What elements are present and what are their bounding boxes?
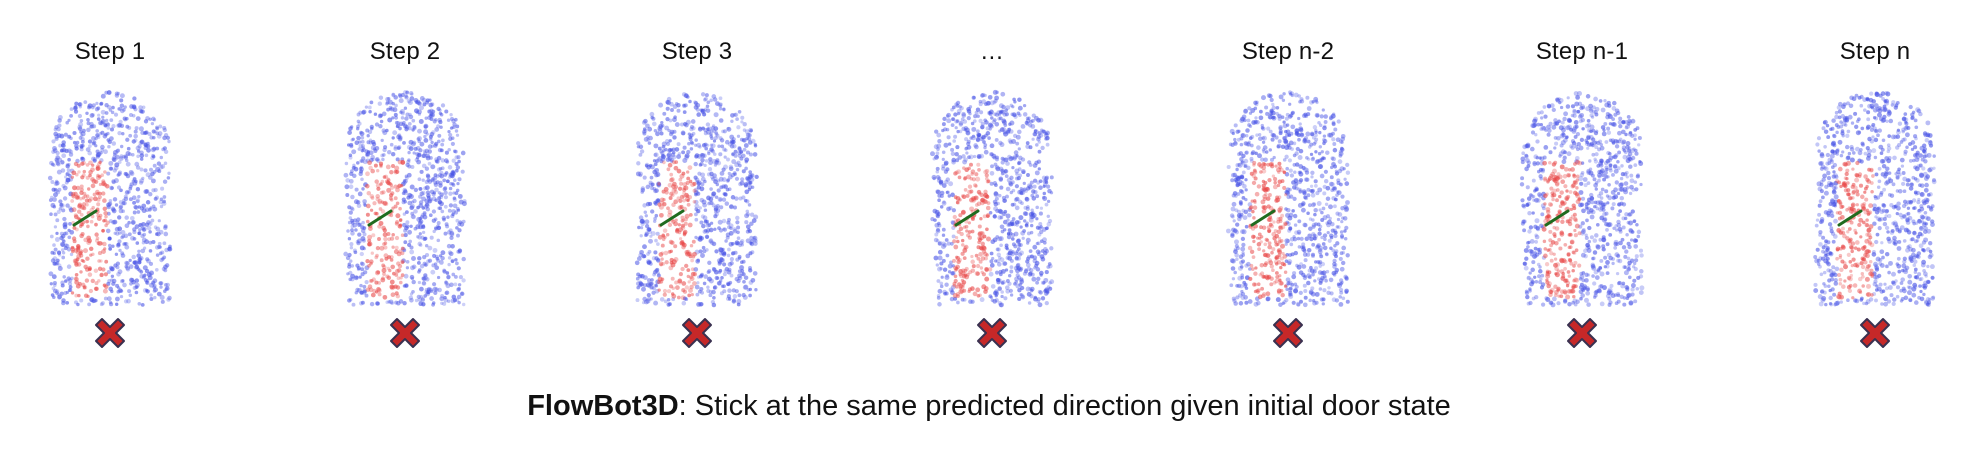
step-panel: Step 3 — [577, 0, 817, 380]
door-points — [1813, 90, 1937, 308]
door-point-cloud — [47, 90, 173, 307]
step-label: Step 2 — [369, 38, 441, 65]
handle-region-points — [1247, 160, 1288, 300]
predicted-flow-arrow — [72, 209, 98, 227]
step-panel: Step n — [1755, 0, 1978, 380]
predicted-flow-arrow — [367, 209, 393, 227]
step-label: Step 3 — [661, 38, 733, 65]
door-point-cloud — [1519, 91, 1645, 308]
door-point-cloud — [634, 92, 759, 308]
door-points — [930, 89, 1055, 308]
caption-method: FlowBot3D — [527, 390, 679, 422]
door-point-cloud — [1225, 90, 1351, 308]
door-point-cloud — [1813, 90, 1937, 308]
door-points — [47, 90, 173, 307]
caption-text: : Stick at the same predicted direction … — [678, 390, 1451, 422]
step-label: … — [979, 38, 1005, 65]
step-panel: Step n-2 — [1168, 0, 1408, 380]
predicted-flow-arrow — [659, 209, 685, 227]
x-mark-icon — [1860, 318, 1890, 348]
x-mark-icon — [390, 318, 420, 348]
handle-region-points — [70, 160, 110, 299]
figure-caption: FlowBot3D: Stick at the same predicted d… — [0, 390, 1978, 423]
predicted-flow-arrow — [1837, 209, 1863, 227]
step-panel: Step 1 — [0, 0, 230, 380]
door-points — [634, 92, 759, 308]
predicted-flow-arrow — [954, 209, 980, 227]
step-label: Step n-2 — [1241, 38, 1335, 65]
x-mark-icon — [95, 318, 125, 348]
door-points — [1225, 90, 1351, 308]
step-label: Step n-1 — [1535, 38, 1629, 65]
handle-region-points — [657, 160, 698, 301]
step-panel: Step 2 — [285, 0, 525, 380]
door-point-cloud — [343, 90, 467, 307]
x-mark-icon — [1273, 318, 1303, 348]
step-label: Step n — [1839, 38, 1911, 65]
step-panel: … — [872, 0, 1112, 380]
step-panel: Step n-1 — [1462, 0, 1702, 380]
x-mark-icon — [682, 318, 712, 348]
door-points — [343, 90, 467, 307]
x-mark-icon — [1567, 318, 1597, 348]
handle-region-points — [365, 159, 406, 300]
handle-region-points — [951, 162, 993, 298]
handle-region-points — [1541, 159, 1583, 300]
door-point-cloud — [930, 89, 1055, 308]
step-label: Step 1 — [74, 38, 146, 65]
predicted-flow-arrow — [1250, 209, 1276, 227]
predicted-flow-arrow — [1544, 209, 1570, 227]
door-points — [1519, 91, 1645, 308]
x-mark-icon — [977, 318, 1007, 348]
handle-region-points — [1835, 160, 1875, 300]
